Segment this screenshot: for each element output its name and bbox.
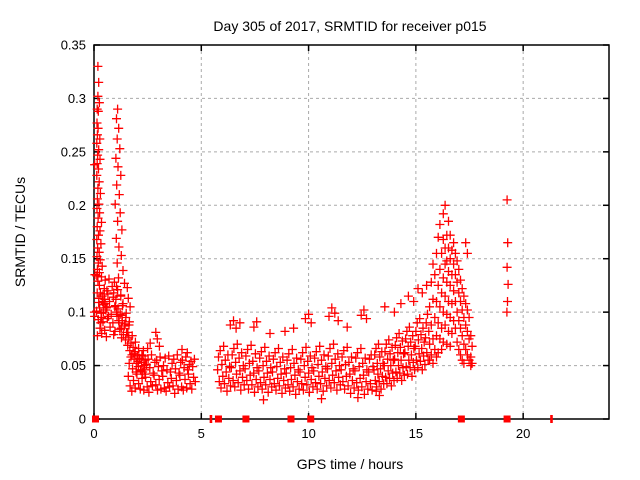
zero-square-marker (242, 415, 250, 423)
x-tick-label: 10 (301, 426, 315, 441)
tick-labels: 0 5 10 15 20 0 0.05 0.1 0.15 0.2 0.25 0.3 0.35 (61, 38, 531, 442)
gridlines (94, 45, 609, 419)
srmtid-plus-markers (89, 61, 513, 405)
data-points (89, 61, 513, 405)
y-tick-label: 0.1 (68, 305, 86, 320)
y-tick-label: 0.15 (61, 251, 86, 266)
zero-square-marker (457, 415, 465, 423)
zero-square-marker (287, 415, 295, 423)
x-tick-label: 5 (198, 426, 205, 441)
y-axis-label: SRMTID / TECUs (12, 177, 28, 287)
y-tick-label: 0.3 (68, 91, 86, 106)
y-tick-label: 0.2 (68, 198, 86, 213)
zero-square-marker (307, 415, 315, 423)
y-tick-label: 0.05 (61, 358, 86, 373)
zero-value-markers (92, 415, 553, 423)
x-tick-label: 0 (90, 426, 97, 441)
y-tick-label: 0 (79, 412, 86, 427)
y-tick-label: 0.35 (61, 38, 86, 53)
x-tick-label: 15 (409, 426, 423, 441)
x-axis-label: GPS time / hours (297, 456, 404, 472)
plot-border (93, 44, 610, 420)
x-tick-label: 20 (516, 426, 530, 441)
zero-square-marker (503, 415, 511, 423)
zero-thin-marker (550, 415, 553, 423)
zero-square-marker (214, 415, 222, 423)
zero-thin-marker (209, 415, 213, 423)
zero-square-marker (92, 415, 100, 423)
y-tick-label: 0.25 (61, 144, 86, 159)
chart-title: Day 305 of 2017, SRMTID for receiver p01… (213, 18, 486, 34)
